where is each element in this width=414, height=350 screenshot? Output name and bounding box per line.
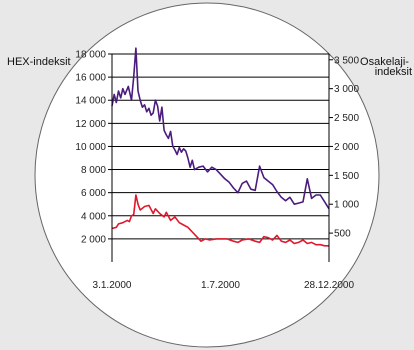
left-tick-label-8: 18 000 bbox=[75, 50, 106, 61]
series-line-0 bbox=[111, 47, 330, 210]
right-axis-title: Osakelaji- indeksit bbox=[360, 56, 412, 78]
right-tick-label-6: 3 500 bbox=[334, 55, 359, 66]
right-axis-title-line-2: indeksit bbox=[375, 66, 412, 78]
right-tick-label-2: 1 500 bbox=[334, 171, 359, 182]
right-tick-label-0: 500 bbox=[334, 229, 351, 240]
series-line-1 bbox=[111, 194, 329, 247]
right-axis-title-line-1: Osakelaji- bbox=[360, 56, 409, 68]
x-tick-label-2: 28.12.2000 bbox=[304, 280, 354, 291]
left-tick-label-7: 16 000 bbox=[75, 73, 106, 84]
left-tick-label-4: 10 000 bbox=[75, 142, 106, 153]
right-tick-label-3: 2 000 bbox=[334, 142, 359, 153]
right-tick-label-1: 1 000 bbox=[334, 200, 359, 211]
right-tick-label-4: 2 500 bbox=[334, 113, 359, 124]
left-axis-title: HEX-indeksit bbox=[7, 56, 71, 68]
series bbox=[111, 47, 330, 247]
grid bbox=[108, 53, 333, 240]
axes bbox=[111, 54, 330, 262]
tick-labels: 2 000 4 000 6 000 8 000 10 000 12 000 14 000 16… bbox=[75, 50, 359, 292]
background-circle bbox=[34, 2, 380, 348]
left-tick-label-1: 4 000 bbox=[81, 211, 106, 222]
x-tick-label-0: 3.1.2000 bbox=[93, 280, 132, 291]
left-tick-label-6: 14 000 bbox=[75, 96, 106, 107]
left-tick-label-3: 8 000 bbox=[81, 165, 106, 176]
left-tick-label-5: 12 000 bbox=[75, 119, 106, 130]
left-tick-label-2: 6 000 bbox=[81, 188, 106, 199]
x-tick-label-1: 1.7.2000 bbox=[201, 280, 240, 291]
left-tick-label-0: 2 000 bbox=[81, 234, 106, 245]
right-tick-label-5: 3 000 bbox=[334, 84, 359, 95]
